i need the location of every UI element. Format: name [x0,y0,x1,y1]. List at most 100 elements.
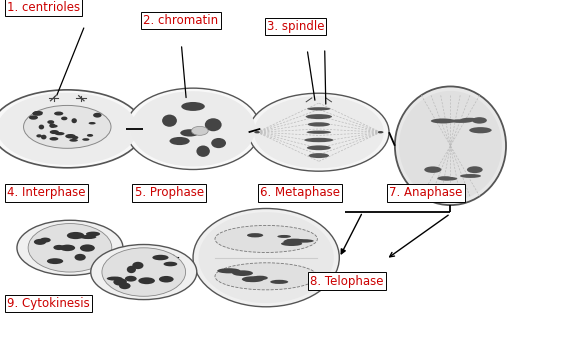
Ellipse shape [286,239,304,242]
Ellipse shape [242,276,264,282]
Ellipse shape [211,138,226,148]
Ellipse shape [80,235,97,239]
Ellipse shape [132,262,143,269]
Text: 1. centrioles: 1. centrioles [7,1,80,14]
Ellipse shape [467,166,483,173]
Ellipse shape [102,248,185,296]
Ellipse shape [29,115,38,120]
Ellipse shape [254,96,384,168]
Ellipse shape [138,277,155,284]
Ellipse shape [0,90,143,168]
Ellipse shape [82,138,90,141]
Text: 8. Telophase: 8. Telophase [310,275,384,287]
Ellipse shape [34,239,46,245]
Text: 5. Prophase: 5. Prophase [135,186,204,199]
Ellipse shape [113,278,127,286]
Ellipse shape [395,86,506,205]
Ellipse shape [47,258,63,264]
Ellipse shape [131,91,255,166]
Ellipse shape [277,235,291,238]
Ellipse shape [254,131,260,133]
Ellipse shape [281,241,302,246]
Ellipse shape [197,145,210,157]
Ellipse shape [244,278,259,282]
Ellipse shape [69,139,78,142]
Ellipse shape [249,93,389,171]
Ellipse shape [193,208,339,307]
Ellipse shape [460,174,481,178]
Ellipse shape [307,107,331,111]
Ellipse shape [247,233,263,237]
Ellipse shape [170,137,190,145]
Ellipse shape [71,136,78,139]
Ellipse shape [0,93,137,165]
Ellipse shape [205,118,222,131]
Ellipse shape [54,112,63,116]
Ellipse shape [86,232,100,236]
Text: 7. Anaphase: 7. Anaphase [389,186,462,199]
Ellipse shape [449,119,473,123]
Ellipse shape [159,276,174,282]
Ellipse shape [32,111,43,116]
Ellipse shape [33,111,43,114]
Ellipse shape [309,153,329,158]
Ellipse shape [191,126,208,135]
Ellipse shape [91,244,197,300]
Ellipse shape [87,134,93,137]
Text: 2. chromatin: 2. chromatin [143,14,218,27]
Ellipse shape [472,117,487,124]
Ellipse shape [126,88,260,170]
Ellipse shape [41,135,47,139]
Ellipse shape [40,238,51,242]
Ellipse shape [50,124,58,128]
Ellipse shape [88,122,96,124]
Ellipse shape [215,225,317,253]
Ellipse shape [28,224,112,272]
Ellipse shape [431,119,455,123]
Ellipse shape [438,176,453,180]
Ellipse shape [441,177,457,180]
Ellipse shape [307,145,331,150]
Ellipse shape [284,239,302,244]
Ellipse shape [460,118,478,121]
Ellipse shape [180,129,199,137]
Ellipse shape [80,244,95,252]
Ellipse shape [308,122,330,126]
Ellipse shape [378,131,383,133]
Ellipse shape [55,132,64,135]
Ellipse shape [71,118,77,123]
Ellipse shape [61,117,67,120]
Ellipse shape [305,114,332,119]
Ellipse shape [181,102,205,111]
Ellipse shape [198,212,334,303]
Ellipse shape [49,137,58,141]
Ellipse shape [49,123,56,128]
Ellipse shape [469,127,491,133]
Ellipse shape [152,255,168,260]
Ellipse shape [106,277,123,281]
Ellipse shape [67,232,84,239]
Text: 6. Metaphase: 6. Metaphase [260,186,340,199]
Text: 3. spindle: 3. spindle [267,20,324,33]
Ellipse shape [39,125,44,129]
Ellipse shape [66,134,75,138]
Ellipse shape [217,268,240,273]
Ellipse shape [50,130,59,134]
Ellipse shape [47,120,54,124]
Ellipse shape [127,266,136,273]
Ellipse shape [17,220,123,275]
Ellipse shape [232,270,253,276]
Ellipse shape [215,263,317,290]
Ellipse shape [292,239,314,243]
Ellipse shape [304,138,333,142]
Ellipse shape [93,113,102,118]
Ellipse shape [424,166,442,173]
Ellipse shape [119,283,130,289]
Ellipse shape [53,245,64,250]
Ellipse shape [162,115,177,127]
Text: 9. Cytokinesis: 9. Cytokinesis [7,297,90,310]
Ellipse shape [164,262,177,266]
Ellipse shape [252,276,268,280]
Ellipse shape [74,254,86,261]
Ellipse shape [270,280,288,284]
